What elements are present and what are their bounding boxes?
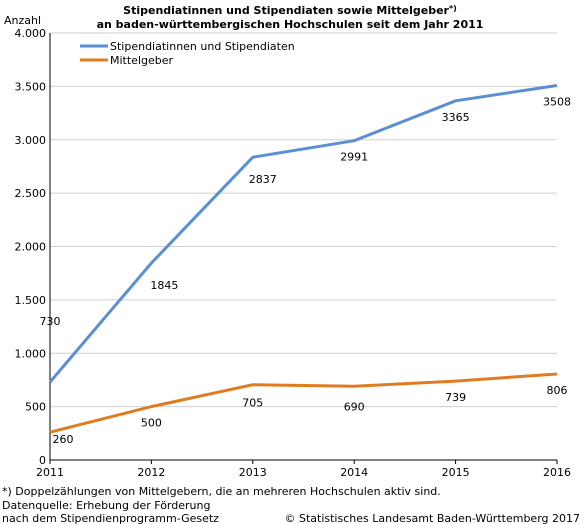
y-tick-label: 2.000 [15, 241, 47, 254]
copyright: © Statistisches Landesamt Baden-Württemb… [284, 512, 580, 524]
legend-box [74, 38, 296, 68]
chart-title-footnote-mark: *) [449, 4, 457, 13]
data-label: 806 [547, 384, 568, 397]
chart-title-line1: Stipendiatinnen und Stipendiaten sowie M… [123, 4, 457, 17]
footnote: *) Doppelzählungen von Mittelgebern, die… [2, 485, 441, 498]
data-label: 739 [445, 391, 466, 404]
legend-label-mittelgeber: Mittelgeber [110, 54, 173, 67]
source-line1: Datenquelle: Erhebung der Förderung [2, 499, 210, 512]
data-label: 3365 [442, 111, 470, 124]
x-tick-label: 2011 [36, 466, 64, 479]
x-tick-label: 2014 [340, 466, 368, 479]
y-tick-label: 1.000 [15, 347, 47, 360]
y-tick-labels: 0 500 1.000 1.500 2.000 2.500 3.000 3.500 4.000 [15, 27, 47, 467]
series-line-mittelgeber [49, 372, 558, 434]
y-axis-label: Anzahl [4, 14, 41, 27]
x-tick-labels: 2011 2012 2013 2014 2015 2016 [36, 460, 571, 479]
data-label: 690 [344, 400, 365, 413]
data-label: 730 [40, 315, 61, 328]
legend-label-stipendiaten: Stipendiatinnen und Stipendiaten [110, 40, 295, 53]
y-tick-label: 500 [25, 401, 46, 414]
data-labels: 730 1845 2837 2991 3365 3508 260 500 705 690 739 80… [40, 96, 572, 447]
y-tick-label: 1.500 [15, 294, 47, 307]
y-tick-label: 3.000 [15, 134, 47, 147]
gridlines [50, 32, 557, 408]
x-tick-label: 2015 [442, 466, 470, 479]
data-label: 2837 [249, 173, 277, 186]
data-label: 1845 [150, 279, 178, 292]
y-tick-label: 3.500 [15, 80, 47, 93]
series-line-stipendiaten [48, 84, 558, 384]
series-lines [48, 84, 558, 434]
data-label: 3508 [543, 96, 571, 109]
y-tick-label: 0 [39, 454, 46, 467]
chart-title-main: Stipendiatinnen und Stipendiaten sowie M… [123, 4, 449, 17]
legend: Stipendiatinnen und Stipendiaten Mittelg… [74, 38, 296, 68]
x-tick-label: 2013 [239, 466, 267, 479]
source-line2: nach dem Stipendienprogramm-Gesetz [2, 512, 219, 524]
data-label: 500 [141, 417, 162, 430]
x-tick-label: 2012 [137, 466, 165, 479]
chart-title-line2: an baden-württembergischen Hochschulen s… [97, 18, 484, 31]
axes [49, 33, 557, 461]
y-tick-label: 4.000 [15, 27, 47, 40]
y-tick-label: 2.500 [15, 187, 47, 200]
data-label: 2991 [340, 151, 368, 164]
data-label: 705 [242, 397, 263, 410]
data-label: 260 [53, 433, 74, 446]
x-tick-label: 2016 [543, 466, 571, 479]
